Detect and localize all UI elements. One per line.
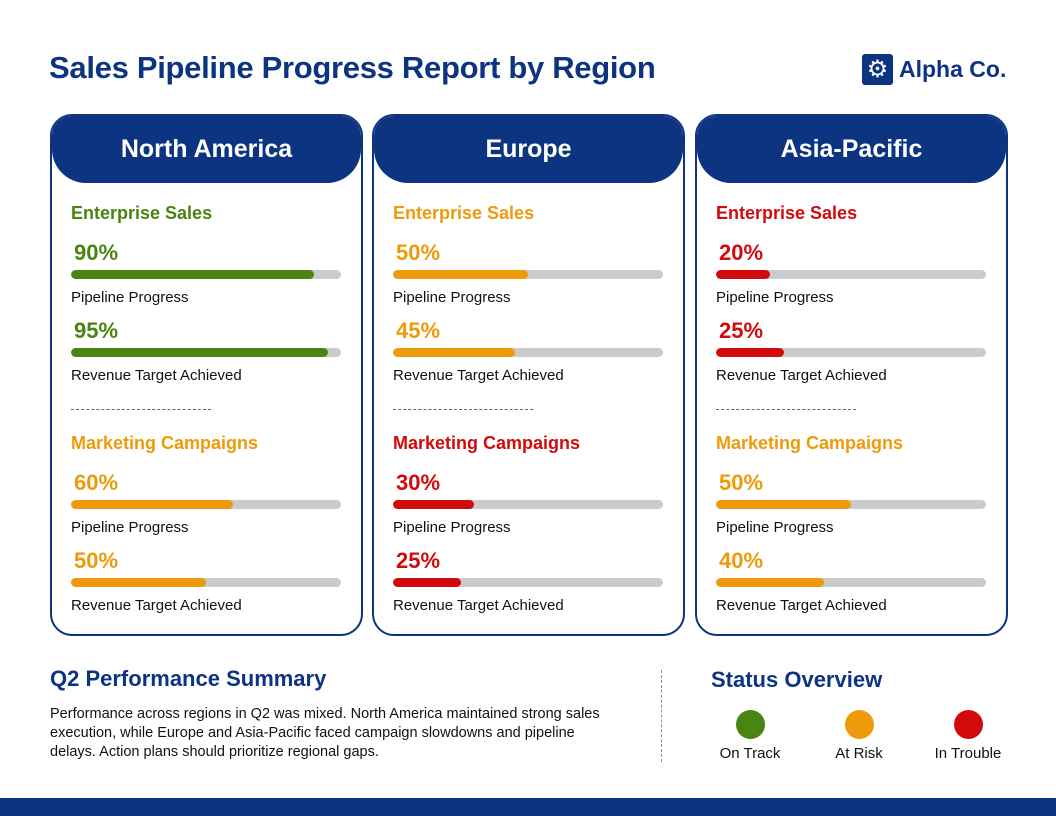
metric-label: Pipeline Progress — [716, 519, 834, 536]
metric-percent: 60% — [74, 470, 119, 495]
metric-percent: 45% — [396, 318, 441, 343]
section-title: Enterprise Sales — [716, 203, 858, 223]
progress-fill — [716, 270, 770, 279]
progress-fill — [716, 500, 851, 509]
metric-label: Pipeline Progress — [71, 289, 189, 306]
page-title: Sales Pipeline Progress Report by Region — [49, 50, 656, 85]
status-legend-item: In Trouble — [918, 710, 1018, 762]
logo: ⚙ Alpha Co. — [862, 54, 1006, 85]
region-card: Europe Enterprise Sales 50% Pipeline Progre… — [372, 114, 685, 636]
metric-percent: 20% — [719, 240, 764, 265]
progress-fill — [71, 578, 206, 587]
status-label: At Risk — [835, 745, 883, 762]
status-dot — [953, 710, 983, 739]
section-divider — [393, 409, 533, 410]
progress-bar — [71, 348, 341, 357]
status-label: In Trouble — [934, 745, 1002, 762]
progress-bar — [716, 270, 986, 279]
progress-bar — [393, 500, 663, 509]
metric-label: Revenue Target Achieved — [71, 367, 242, 384]
progress-fill — [716, 578, 824, 587]
progress-fill — [71, 270, 314, 279]
region-header: North America — [52, 116, 361, 183]
metric-label: Revenue Target Achieved — [393, 367, 564, 384]
metric-percent: 25% — [719, 318, 764, 343]
metric-label: Pipeline Progress — [716, 289, 834, 306]
status-dot — [844, 710, 874, 739]
progress-fill — [71, 500, 233, 509]
progress-bar — [393, 578, 663, 587]
status-legend-item: At Risk — [809, 710, 909, 762]
status-dot — [735, 710, 765, 739]
metric-percent: 95% — [74, 318, 119, 343]
divider — [661, 670, 662, 762]
metric-label: Pipeline Progress — [393, 289, 511, 306]
gear-icon: ⚙ — [862, 54, 893, 85]
metric-percent: 50% — [396, 240, 441, 265]
metric-percent: 30% — [396, 470, 441, 495]
metric-percent: 50% — [74, 548, 119, 573]
progress-bar — [716, 348, 986, 357]
section-divider — [716, 409, 856, 410]
progress-bar — [393, 348, 663, 357]
metric-label: Revenue Target Achieved — [716, 597, 887, 614]
progress-fill — [71, 348, 328, 357]
progress-fill — [716, 348, 784, 357]
status-overview-title: Status Overview — [711, 667, 883, 692]
metric-percent: 50% — [719, 470, 764, 495]
metric-label: Revenue Target Achieved — [393, 597, 564, 614]
metric-percent: 90% — [74, 240, 119, 265]
section-title: Enterprise Sales — [393, 203, 535, 223]
section-title: Marketing Campaigns — [71, 433, 259, 453]
progress-bar — [393, 270, 663, 279]
metric-percent: 25% — [396, 548, 441, 573]
status-label: On Track — [719, 745, 781, 762]
status-legend-item: On Track — [700, 710, 800, 762]
footer-bar — [0, 798, 1056, 816]
progress-fill — [393, 348, 515, 357]
progress-bar — [716, 578, 986, 587]
progress-bar — [716, 500, 986, 509]
summary-title: Q2 Performance Summary — [50, 666, 327, 691]
region-header: Asia-Pacific — [697, 116, 1006, 183]
progress-fill — [393, 270, 528, 279]
section-title: Enterprise Sales — [71, 203, 213, 223]
region-card: North America Enterprise Sales 90% Pipeline… — [50, 114, 363, 636]
progress-bar — [71, 578, 341, 587]
section-title: Marketing Campaigns — [716, 433, 904, 453]
progress-fill — [393, 500, 474, 509]
section-divider — [71, 409, 211, 410]
progress-bar — [71, 270, 341, 279]
section-title: Marketing Campaigns — [393, 433, 581, 453]
logo-text: Alpha Co. — [899, 56, 1007, 82]
summary-text: Performance across regions in Q2 was mix… — [50, 706, 600, 760]
metric-percent: 40% — [719, 548, 764, 573]
metric-label: Pipeline Progress — [71, 519, 189, 536]
progress-fill — [393, 578, 461, 587]
region-card: Asia-Pacific Enterprise Sales 20% Pipeline … — [695, 114, 1008, 636]
metric-label: Revenue Target Achieved — [716, 367, 887, 384]
metric-label: Revenue Target Achieved — [71, 597, 242, 614]
region-header: Europe — [374, 116, 683, 183]
metric-label: Pipeline Progress — [393, 519, 511, 536]
progress-bar — [71, 500, 341, 509]
